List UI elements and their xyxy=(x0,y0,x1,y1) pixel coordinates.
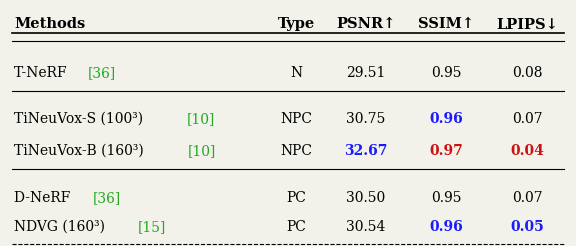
Text: 32.67: 32.67 xyxy=(344,144,388,158)
Text: 0.04: 0.04 xyxy=(510,144,544,158)
Text: PSNR↑: PSNR↑ xyxy=(336,17,396,31)
Text: SSIM↑: SSIM↑ xyxy=(418,17,475,31)
Text: NPC: NPC xyxy=(281,144,313,158)
Text: N: N xyxy=(290,66,303,80)
Text: TiNeuVox-B (160³): TiNeuVox-B (160³) xyxy=(14,144,149,158)
Text: [10]: [10] xyxy=(187,144,216,158)
Text: [36]: [36] xyxy=(93,191,121,205)
Text: [15]: [15] xyxy=(138,220,166,234)
Text: LPIPS↓: LPIPS↓ xyxy=(496,17,558,31)
Text: 0.07: 0.07 xyxy=(511,112,543,126)
Text: NDVG (160³): NDVG (160³) xyxy=(14,220,110,234)
Text: PC: PC xyxy=(287,191,306,205)
Text: TiNeuVox-S (100³): TiNeuVox-S (100³) xyxy=(14,112,148,126)
Text: 0.05: 0.05 xyxy=(510,220,544,234)
Text: 0.95: 0.95 xyxy=(431,191,461,205)
Text: 0.97: 0.97 xyxy=(430,144,463,158)
Text: PC: PC xyxy=(287,220,306,234)
Text: Type: Type xyxy=(278,17,315,31)
Text: 0.96: 0.96 xyxy=(430,220,463,234)
Text: 30.50: 30.50 xyxy=(346,191,385,205)
Text: 0.07: 0.07 xyxy=(511,191,543,205)
Text: NPC: NPC xyxy=(281,112,313,126)
Text: 0.95: 0.95 xyxy=(431,66,461,80)
Text: D-NeRF: D-NeRF xyxy=(14,191,75,205)
Text: Methods: Methods xyxy=(14,17,86,31)
Text: 30.75: 30.75 xyxy=(346,112,385,126)
Text: 0.08: 0.08 xyxy=(512,66,542,80)
Text: 0.96: 0.96 xyxy=(430,112,463,126)
Text: 29.51: 29.51 xyxy=(346,66,385,80)
Text: [36]: [36] xyxy=(88,66,116,80)
Text: 30.54: 30.54 xyxy=(346,220,385,234)
Text: T-NeRF: T-NeRF xyxy=(14,66,71,80)
Text: [10]: [10] xyxy=(187,112,215,126)
